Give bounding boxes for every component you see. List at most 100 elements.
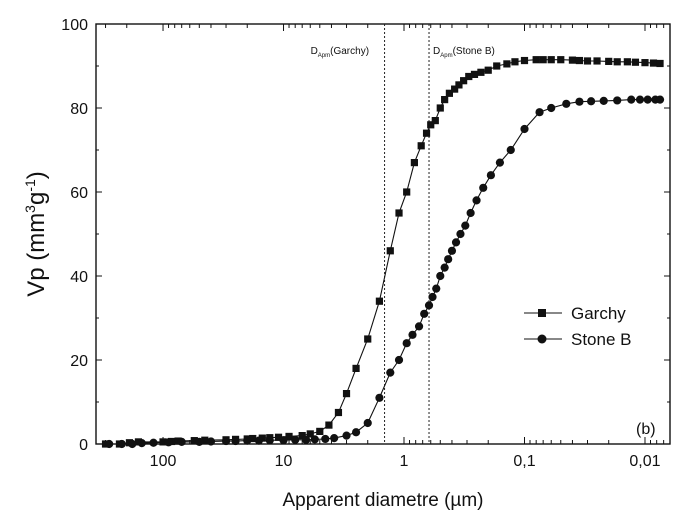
data-point-circle <box>291 435 300 444</box>
x-tick-label: 1 <box>400 453 409 470</box>
data-point-square <box>190 437 198 445</box>
data-point-square <box>568 56 577 64</box>
data-point-square <box>395 209 403 217</box>
data-point-circle <box>164 438 173 447</box>
data-point-circle <box>394 355 404 365</box>
data-point-circle <box>486 171 496 180</box>
data-point-circle <box>420 309 429 318</box>
data-point-square <box>352 364 360 372</box>
data-point-circle <box>321 434 330 444</box>
data-point-circle <box>461 221 470 230</box>
data-point-circle <box>243 436 252 445</box>
data-point-square <box>436 104 444 112</box>
data-point-square <box>532 56 540 64</box>
series-line <box>105 59 661 445</box>
data-point-circle <box>613 96 622 105</box>
data-point-square <box>316 427 324 435</box>
data-point-square <box>484 66 492 74</box>
data-point-circle <box>424 301 434 310</box>
data-point-square <box>455 81 463 89</box>
reference-line-label: DApm(Garchy) <box>311 46 369 59</box>
data-point-circle <box>451 238 461 247</box>
data-point-circle <box>472 196 481 205</box>
data-point-square <box>403 188 411 196</box>
data-point-square <box>583 57 592 65</box>
data-point-circle <box>440 263 449 272</box>
data-point-circle <box>520 124 529 134</box>
data-point-square <box>375 297 384 305</box>
y-tick-label: 40 <box>70 269 88 286</box>
data-point-circle <box>177 437 186 446</box>
data-point-square <box>623 58 631 66</box>
legend-label: Stone B <box>571 330 632 349</box>
data-point-circle <box>587 97 596 106</box>
data-point-square <box>325 421 333 429</box>
data-point-circle <box>635 95 645 104</box>
x-tick-label: 0,01 <box>629 453 660 470</box>
data-point-square <box>613 58 621 66</box>
data-point-square <box>649 59 658 67</box>
data-point-square <box>249 434 257 443</box>
data-point-circle <box>547 103 556 113</box>
data-point-square <box>503 60 511 68</box>
data-point-circle <box>149 438 158 447</box>
data-point-square <box>557 56 565 64</box>
data-point-circle <box>432 284 441 293</box>
data-point-circle <box>655 95 665 104</box>
data-point-circle <box>301 435 311 444</box>
plot-frame <box>95 23 671 445</box>
data-point-circle <box>402 339 411 348</box>
data-point-circle <box>231 436 240 446</box>
data-point-circle <box>466 208 475 218</box>
data-point-square <box>631 58 640 66</box>
data-point-circle <box>643 95 652 104</box>
data-point-circle <box>254 436 264 445</box>
data-point-square <box>539 56 547 64</box>
reference-line-label: DApm(Stone B) <box>433 46 495 59</box>
data-point-circle <box>414 322 424 331</box>
y-tick-label: 20 <box>70 353 88 370</box>
data-point-circle <box>330 434 339 443</box>
data-point-circle <box>627 95 636 104</box>
data-point-circle <box>342 431 351 440</box>
data-point-square <box>460 77 468 85</box>
data-point-circle <box>351 428 361 437</box>
reference-lines: DApm(Garchy) DApm(Stone B) <box>311 24 495 444</box>
data-point-square <box>575 56 584 65</box>
x-axis-label: Apparent diametre (µm) <box>282 490 483 511</box>
data-point-square <box>285 432 293 441</box>
data-point-circle <box>206 437 216 446</box>
data-point-square <box>593 57 601 65</box>
data-point-circle <box>310 435 319 444</box>
data-point-square <box>477 68 485 76</box>
legend-marker-circle <box>537 334 547 344</box>
y-tick-label: 100 <box>61 17 88 34</box>
data-point-square <box>445 89 454 97</box>
data-point-square <box>470 70 479 78</box>
data-point-circle <box>408 330 417 339</box>
data-point-square <box>298 432 306 440</box>
y-axis-label: Vp (mm3g-1) <box>22 171 50 297</box>
data-point-circle <box>575 97 584 106</box>
data-point-square <box>427 121 435 129</box>
data-point-square <box>201 436 209 444</box>
data-point-circle <box>386 368 395 377</box>
data-point-circle <box>599 96 608 105</box>
y-tick-label: 80 <box>70 101 88 118</box>
data-point-square <box>410 159 418 167</box>
data-point-circle <box>279 436 288 445</box>
y-tick-label: 0 <box>79 437 88 454</box>
data-point-square <box>417 142 425 150</box>
data-point-circle <box>436 271 445 281</box>
data-point-circle <box>562 99 571 108</box>
data-point-circle <box>428 292 437 302</box>
data-point-square <box>422 129 431 137</box>
data-point-circle <box>363 418 372 428</box>
data-point-circle <box>265 436 274 445</box>
series-layer <box>101 56 665 449</box>
data-point-square <box>641 59 649 67</box>
data-point-square <box>656 59 664 68</box>
data-point-square <box>386 247 394 255</box>
x-tick-label: 0,1 <box>513 453 535 470</box>
